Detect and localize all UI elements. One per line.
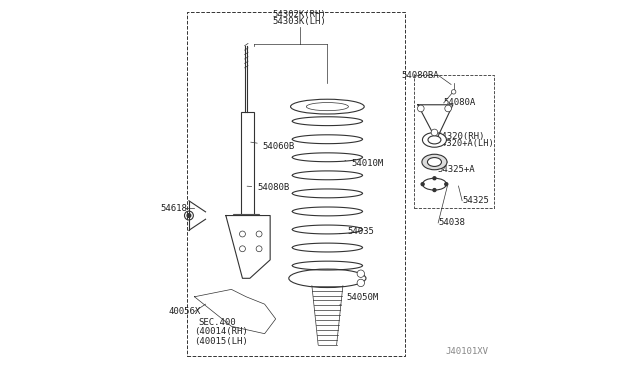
Circle shape [256,231,262,237]
Text: 54302K(RH): 54302K(RH) [273,10,326,19]
Circle shape [357,279,365,286]
Circle shape [239,231,245,237]
Text: (40014(RH): (40014(RH) [195,327,248,336]
Ellipse shape [422,154,447,170]
Circle shape [421,183,424,186]
Circle shape [256,246,262,252]
Text: 54303K(LH): 54303K(LH) [273,17,326,26]
Text: 40056X: 40056X [168,307,201,316]
Text: 54325: 54325 [462,196,489,205]
Ellipse shape [307,103,348,111]
Ellipse shape [289,269,366,288]
Ellipse shape [422,132,447,147]
Ellipse shape [428,136,441,144]
FancyBboxPatch shape [233,214,259,223]
Circle shape [187,214,191,217]
Circle shape [433,189,436,192]
Text: 54325+A: 54325+A [437,165,475,174]
Ellipse shape [422,178,447,190]
Text: 54080A: 54080A [444,99,476,108]
Circle shape [357,270,365,278]
Text: 54320(RH): 54320(RH) [436,132,484,141]
Polygon shape [195,289,276,334]
Text: 54010M: 54010M [345,159,383,168]
Text: 54038: 54038 [438,218,465,227]
Text: 54080BA: 54080BA [401,71,439,80]
Text: J40101XV: J40101XV [445,347,488,356]
Text: 54618: 54618 [161,203,188,213]
Circle shape [433,177,436,180]
Circle shape [417,105,424,112]
Polygon shape [226,215,270,278]
Circle shape [445,183,448,186]
Circle shape [184,211,193,220]
Circle shape [431,129,438,136]
Circle shape [445,105,451,112]
Text: 54060B: 54060B [251,142,295,151]
Text: 54320+A(LH): 54320+A(LH) [436,139,494,148]
Text: (40015(LH): (40015(LH) [195,337,248,346]
Ellipse shape [291,99,364,114]
Circle shape [239,246,245,252]
Text: 54080B: 54080B [247,183,289,192]
Text: 54035: 54035 [339,227,374,236]
Text: 54050M: 54050M [339,294,379,305]
Text: SEC.400: SEC.400 [198,318,236,327]
Circle shape [451,90,456,94]
FancyBboxPatch shape [241,112,253,215]
Ellipse shape [428,158,442,166]
Polygon shape [418,105,453,140]
